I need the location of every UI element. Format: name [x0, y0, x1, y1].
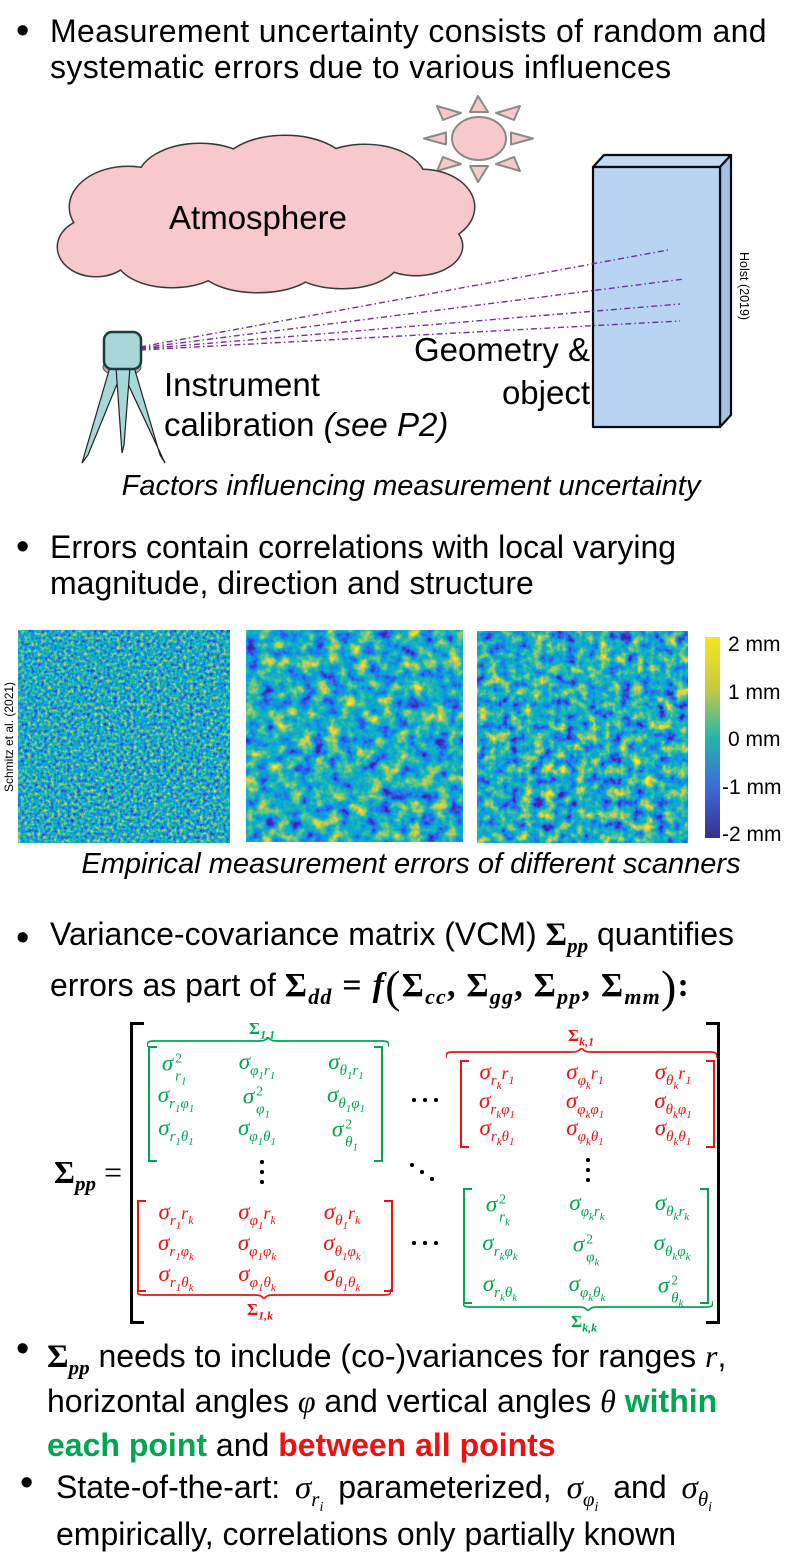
svg-text:Holst (2019): Holst (2019) — [737, 252, 751, 320]
svg-text:Atmosphere: Atmosphere — [169, 199, 347, 236]
